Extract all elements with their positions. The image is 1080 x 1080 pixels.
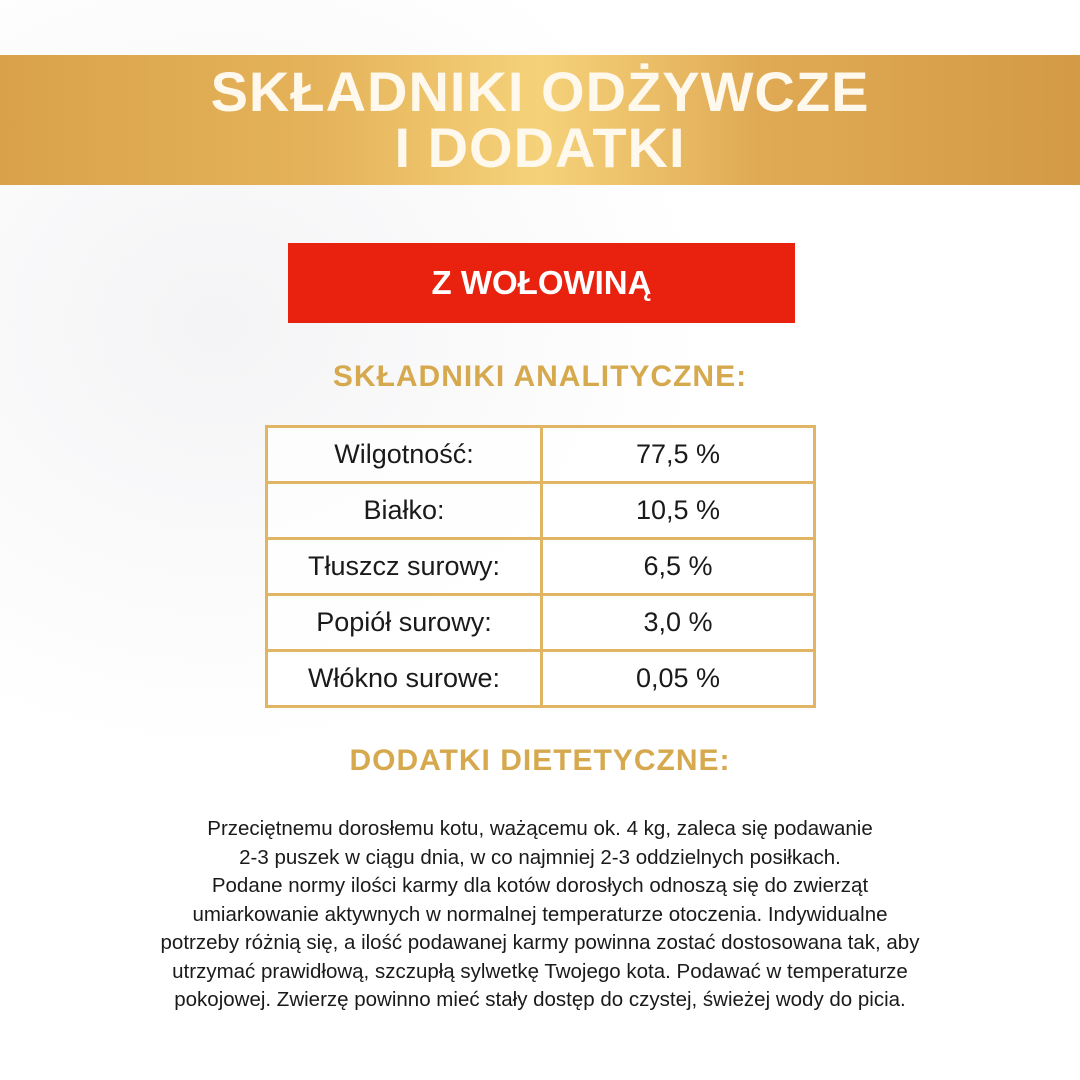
paragraph-line: potrzeby różnią się, a ilość podawanej k…	[160, 931, 920, 954]
row-label: Popiół surowy:	[265, 593, 543, 652]
table-row: Popiół surowy: 3,0 %	[265, 593, 816, 652]
title-line-2: I DODATKI	[394, 116, 686, 179]
row-label: Włókno surowe:	[265, 649, 543, 708]
table-row: Włókno surowe: 0,05 %	[265, 649, 816, 708]
row-label: Białko:	[265, 481, 543, 540]
row-value: 77,5 %	[540, 425, 816, 484]
row-value: 0,05 %	[540, 649, 816, 708]
row-value: 3,0 %	[540, 593, 816, 652]
table-row: Tłuszcz surowy: 6,5 %	[265, 537, 816, 596]
paragraph-line: Przeciętnemu dorosłemu kotu, ważącemu ok…	[207, 817, 873, 840]
dietary-paragraph: Przeciętnemu dorosłemu kotu, ważącemu ok…	[40, 815, 1040, 1015]
row-label: Tłuszcz surowy:	[265, 537, 543, 596]
row-value: 10,5 %	[540, 481, 816, 540]
analytical-heading: SKŁADNIKI ANALITYCZNE:	[332, 360, 748, 393]
paragraph-line: utrzymać prawidłową, szczupłą sylwetkę T…	[172, 959, 908, 983]
paragraph-line: Podane normy ilości karmy dla kotów doro…	[211, 874, 869, 897]
title-line-1: SKŁADNIKI ODŻYWCZE	[210, 60, 870, 123]
paragraph-line: umiarkowanie aktywnych w normalnej tempe…	[192, 902, 888, 926]
analytical-table: Wilgotność: 77,5 % Białko: 10,5 % Tłuszcz …	[265, 425, 816, 708]
row-label: Wilgotność:	[265, 425, 543, 484]
row-value: 6,5 %	[540, 537, 816, 596]
table-row: Wilgotność: 77,5 %	[265, 425, 816, 484]
dietary-heading: DODATKI DIETETYCZNE:	[349, 744, 731, 777]
title-banner: SKŁADNIKI ODŻYWCZE I DODATKI	[0, 55, 1080, 185]
paragraph-line: pokojowej. Zwierzę powinno mieć stały do…	[174, 988, 906, 1011]
paragraph-line: 2-3 puszek w ciągu dnia, w co najmniej 2…	[239, 845, 841, 869]
table-row: Białko: 10,5 %	[265, 481, 816, 540]
variant-label: Z WOŁOWINĄ	[288, 243, 795, 323]
